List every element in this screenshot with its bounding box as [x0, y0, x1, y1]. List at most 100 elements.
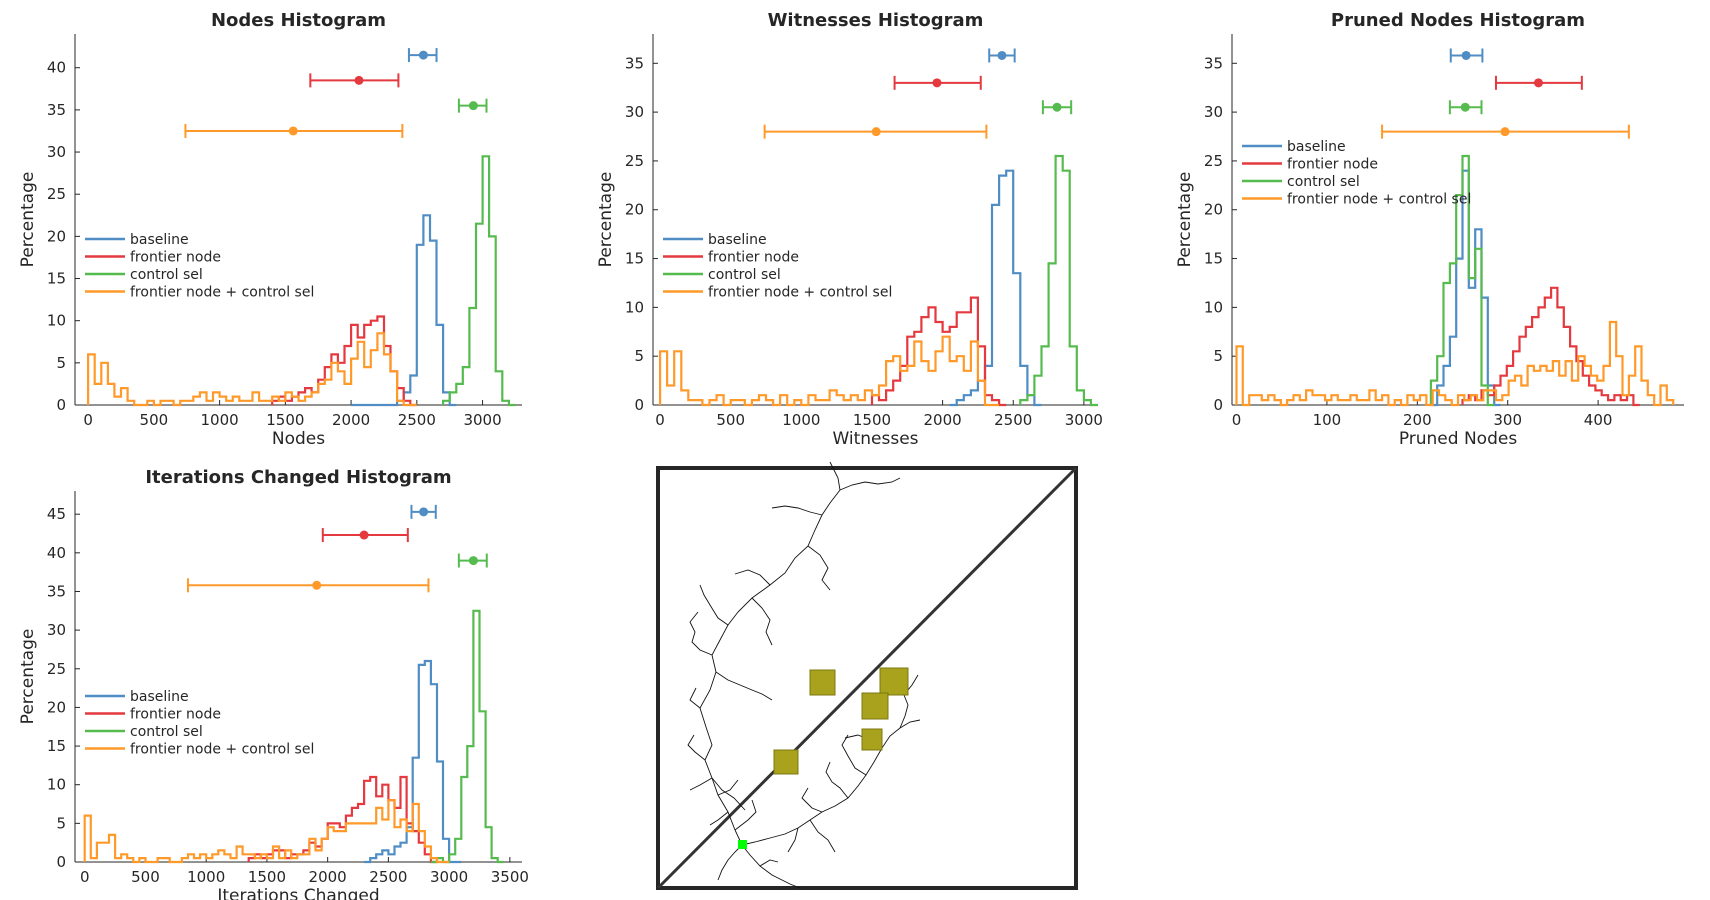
histogram-series-control-sel — [442, 155, 516, 407]
y-tick-label: 10 — [1204, 298, 1223, 316]
x-tick-label: 100 — [1313, 411, 1342, 429]
y-tick-label: 0 — [56, 396, 66, 414]
y-tick-label: 35 — [47, 101, 66, 119]
y-tick-label: 30 — [47, 143, 66, 161]
x-tick-label: 2000 — [332, 411, 370, 429]
y-tick-label: 35 — [625, 54, 644, 72]
errorbar-frontier-node — [893, 75, 982, 90]
x-tick-label: 500 — [716, 411, 745, 429]
x-tick-label: 1500 — [853, 411, 891, 429]
y-tick-label: 15 — [47, 270, 66, 288]
histogram-series-baseline — [1430, 169, 1501, 407]
x-tick-label: 200 — [1403, 411, 1432, 429]
errorbar-frontier-node — [321, 528, 409, 543]
histogram-series-control-sel — [1429, 154, 1495, 407]
legend-entry: baseline — [130, 232, 189, 248]
histogram-series-frontier-node — [271, 315, 417, 407]
x-tick-label: 500 — [131, 868, 160, 886]
x-tick-label: 400 — [1584, 411, 1613, 429]
y-tick-label: 15 — [47, 737, 66, 755]
errorbar-frontier-node-control-sel — [1381, 124, 1630, 139]
y-tick-label: 10 — [47, 776, 66, 794]
x-tick-label: 3000 — [430, 868, 468, 886]
y-tick-label: 35 — [47, 582, 66, 600]
legend-entry: frontier node — [130, 250, 221, 266]
x-tick-label: 500 — [140, 411, 169, 429]
errorbar-baseline — [407, 48, 438, 63]
legend-entry: control sel — [1287, 174, 1360, 190]
chart-title: Nodes Histogram — [211, 10, 386, 31]
x-tick-label: 2000 — [924, 411, 962, 429]
x-tick-label: 0 — [1232, 411, 1242, 429]
map-diagonal — [656, 466, 1078, 890]
x-tick-label: 0 — [83, 411, 93, 429]
y-tick-label: 0 — [56, 853, 66, 871]
y-tick-label: 15 — [1204, 250, 1223, 268]
x-tick-label: 1000 — [187, 868, 225, 886]
errorbar-control-sel — [1448, 100, 1483, 115]
errorbar-frontier-node-control-sel — [186, 578, 430, 593]
chart-title: Witnesses Histogram — [768, 10, 984, 31]
x-tick-label: 300 — [1493, 411, 1522, 429]
histogram-series-frontier-node-control-sel — [659, 335, 1000, 407]
errorbar-control-sel — [457, 98, 488, 113]
x-tick-label: 1500 — [266, 411, 304, 429]
x-tick-label: 2500 — [398, 411, 436, 429]
errorbar-frontier-node — [309, 73, 400, 88]
histogram-series-baseline — [949, 169, 1042, 407]
y-axis-label: Percentage — [596, 172, 616, 268]
histogram-series-frontier-node — [870, 296, 1007, 407]
chart-title: Pruned Nodes Histogram — [1331, 10, 1585, 31]
legend-entry: frontier node — [708, 250, 799, 266]
errorbar-frontier-node — [1494, 75, 1583, 90]
histogram-series-frontier-node-control-sel — [83, 799, 450, 864]
obstacle-5 — [773, 749, 799, 775]
y-tick-label: 5 — [56, 354, 66, 372]
tree-branches — [687, 461, 921, 889]
x-tick-label: 1000 — [782, 411, 820, 429]
y-tick-label: 20 — [1204, 201, 1223, 219]
x-axis-label: Witnesses — [832, 429, 918, 449]
errorbar-control-sel — [457, 553, 488, 568]
x-tick-label: 3500 — [491, 868, 529, 886]
goal-marker — [738, 840, 747, 849]
x-tick-label: 2000 — [309, 868, 347, 886]
x-tick-label: 3000 — [1065, 411, 1103, 429]
y-axis-label: Percentage — [1175, 172, 1195, 268]
y-tick-label: 25 — [47, 660, 66, 678]
histogram-series-frontier-node-control-sel — [1235, 320, 1675, 407]
errorbar-baseline — [410, 504, 437, 519]
x-tick-label: 1500 — [248, 868, 286, 886]
x-tick-label: 1000 — [201, 411, 239, 429]
errorbar-baseline — [1449, 48, 1484, 63]
errorbar-control-sel — [1041, 100, 1073, 115]
histogram-series-frontier-node — [1461, 286, 1640, 407]
histogram-panel-2: Witnesses Histogram 0 5 10 15 20 25 30 35 0 500 100… — [596, 10, 1103, 449]
legend-entry: control sel — [708, 267, 781, 283]
y-axis-label: Percentage — [18, 629, 38, 725]
obstacle-1 — [809, 669, 836, 696]
histogram-panel-3: Pruned Nodes Histogram 0 5 10 15 20 25 30 35 0 100… — [1175, 10, 1684, 449]
y-tick-label: 10 — [625, 298, 644, 316]
x-tick-label: 2500 — [369, 868, 407, 886]
chart-title: Iterations Changed Histogram — [145, 467, 451, 488]
y-tick-label: 0 — [1213, 396, 1223, 414]
legend-entry: frontier node — [130, 707, 221, 723]
histogram-panel-4: Iterations Changed Histogram 0 5 10 15 20 25 30… — [18, 467, 529, 900]
obstacle-2 — [879, 667, 909, 696]
y-tick-label: 5 — [1213, 347, 1223, 365]
histogram-series-frontier-node-control-sel — [87, 332, 417, 407]
x-tick-label: 0 — [655, 411, 665, 429]
y-tick-label: 45 — [47, 505, 66, 523]
legend-entry: frontier node + control sel — [130, 285, 314, 301]
legend-entry: baseline — [708, 232, 767, 248]
y-tick-label: 20 — [47, 227, 66, 245]
histogram-series-control-sel — [1019, 154, 1098, 407]
y-tick-label: 40 — [47, 544, 66, 562]
y-tick-label: 15 — [625, 250, 644, 268]
legend-entry: control sel — [130, 724, 203, 740]
